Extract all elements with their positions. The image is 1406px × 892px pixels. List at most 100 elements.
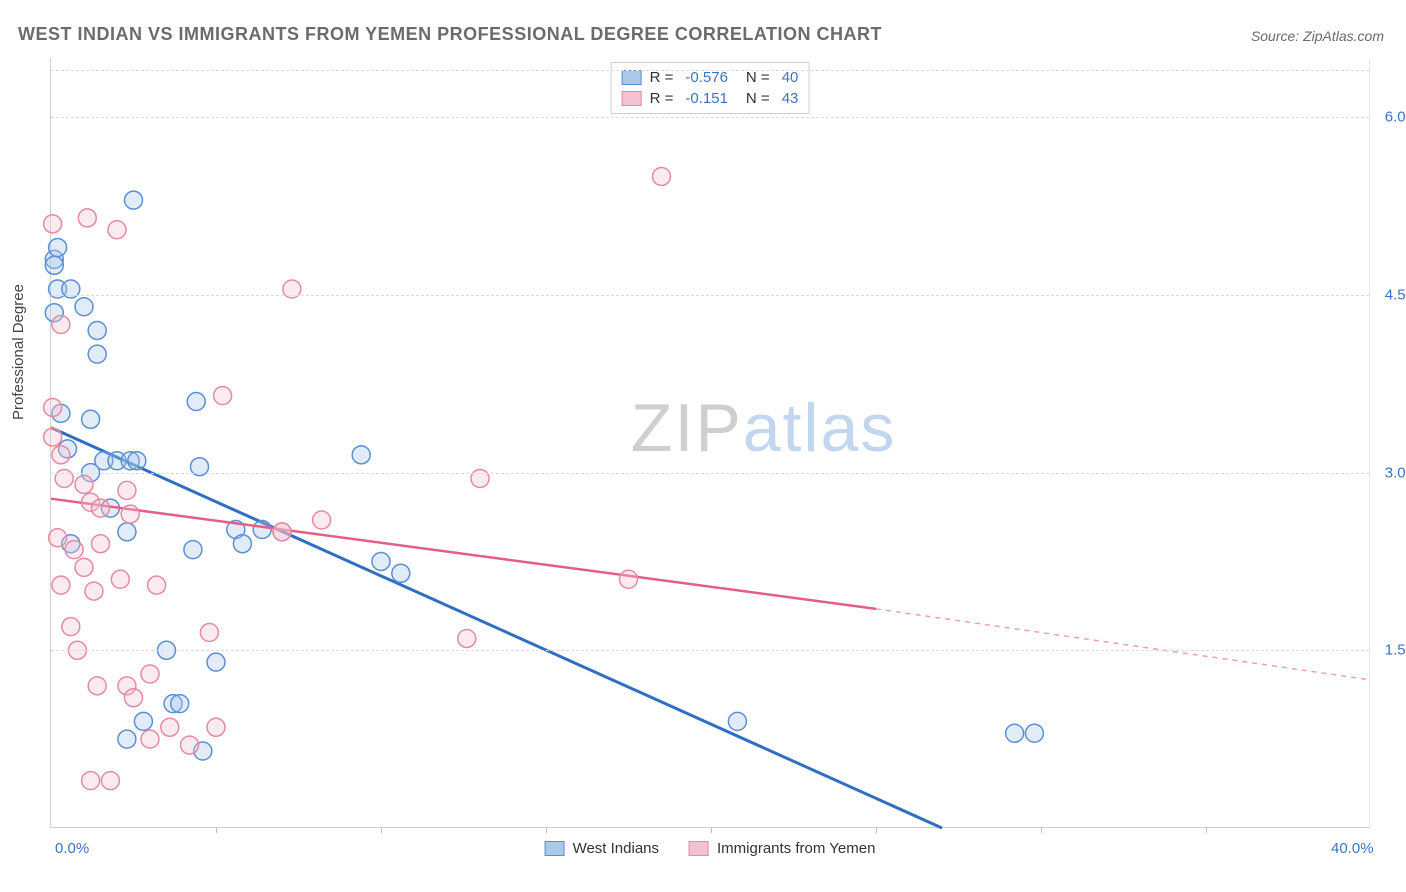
data-point [75,298,93,316]
data-point [75,558,93,576]
data-point [134,712,152,730]
data-point [78,209,96,227]
data-point [214,387,232,405]
gridline [51,70,1369,71]
x-minor-tick [216,827,217,833]
data-point [392,564,410,582]
data-point [233,535,251,553]
legend-label: West Indians [573,840,659,857]
data-point [75,475,93,493]
data-point [728,712,746,730]
legend-n-label: N = [746,90,770,107]
data-point [82,410,100,428]
data-point [653,167,671,185]
data-point [207,653,225,671]
x-minor-tick [876,827,877,833]
y-tick-label: 6.0% [1375,109,1406,126]
y-tick-label: 4.5% [1375,286,1406,303]
legend-swatch [622,70,642,85]
data-point [52,576,70,594]
gridline [51,650,1369,651]
data-point [313,511,331,529]
series-legend: West Indians Immigrants from Yemen [545,840,876,857]
data-point [184,541,202,559]
data-point [207,718,225,736]
legend-swatch [689,841,709,856]
data-point [620,570,638,588]
data-point [118,523,136,541]
x-tick-label: 40.0% [1331,840,1374,857]
x-minor-tick [1206,827,1207,833]
legend-r-value: -0.151 [685,90,728,107]
data-point [45,256,63,274]
data-point [82,772,100,790]
legend-label: Immigrants from Yemen [717,840,875,857]
legend-r-label: R = [650,69,674,86]
legend-n-label: N = [746,69,770,86]
legend-item: Immigrants from Yemen [689,840,875,857]
gridline [51,295,1369,296]
data-point [52,446,70,464]
data-point [101,772,119,790]
data-point [161,718,179,736]
trend-line-dashed [876,609,1371,680]
data-point [88,677,106,695]
y-tick-label: 1.5% [1375,642,1406,659]
data-point [171,695,189,713]
gridline [51,117,1369,118]
y-tick-label: 3.0% [1375,464,1406,481]
data-point [108,221,126,239]
data-point [148,576,166,594]
data-point [44,215,62,233]
data-point [1025,724,1043,742]
data-point [372,552,390,570]
data-point [1006,724,1024,742]
data-point [88,321,106,339]
y-axis-label: Professional Degree [10,284,27,420]
data-point [92,499,110,517]
trend-line [51,499,876,609]
chart-title: WEST INDIAN VS IMMIGRANTS FROM YEMEN PRO… [18,24,882,45]
data-point [49,529,67,547]
data-point [118,730,136,748]
data-point [458,629,476,647]
legend-swatch [545,841,565,856]
data-point [52,316,70,334]
x-minor-tick [546,827,547,833]
legend-n-value: 40 [782,69,799,86]
data-point [44,428,62,446]
chart-source: Source: ZipAtlas.com [1251,28,1384,44]
x-tick-label: 0.0% [55,840,89,857]
data-point [125,689,143,707]
data-point [141,730,159,748]
data-point [200,624,218,642]
data-point [65,541,83,559]
data-point [85,582,103,600]
data-point [118,481,136,499]
data-point [92,535,110,553]
data-point [187,393,205,411]
x-minor-tick [1041,827,1042,833]
data-point [273,523,291,541]
legend-swatch [622,91,642,106]
legend-r-label: R = [650,90,674,107]
legend-item: West Indians [545,840,659,857]
data-point [181,736,199,754]
chart-plot-area: ZIPatlas R =-0.576N =40R =-0.151N =43 We… [50,58,1370,828]
data-point [352,446,370,464]
gridline [51,473,1369,474]
x-minor-tick [711,827,712,833]
data-point [253,520,271,538]
legend-n-value: 43 [782,90,799,107]
data-point [128,452,146,470]
data-point [88,345,106,363]
legend-r-value: -0.576 [685,69,728,86]
data-point [125,191,143,209]
legend-row: R = -0.151 N = 43 [622,88,799,109]
scatter-plot-svg [51,58,1369,827]
data-point [44,398,62,416]
data-point [121,505,139,523]
data-point [49,239,67,257]
data-point [141,665,159,683]
x-minor-tick [381,827,382,833]
